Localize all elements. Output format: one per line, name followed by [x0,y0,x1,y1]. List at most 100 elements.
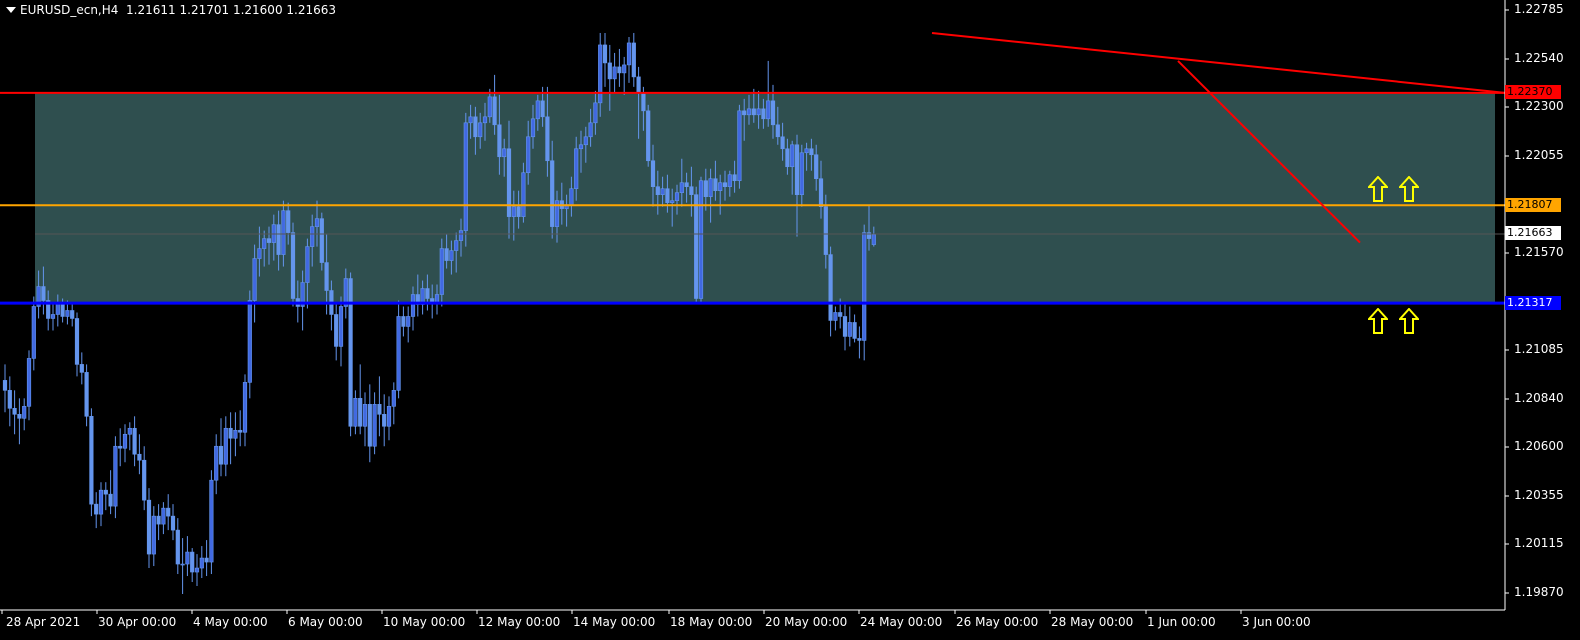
candle-body [814,154,819,180]
candle [175,518,180,575]
candle [238,410,243,447]
candle [2,364,8,413]
candle-body [401,316,406,327]
candle-body [588,122,593,138]
candle [593,90,598,135]
candle [521,162,526,223]
candle [94,492,99,529]
x-tick-label: 3 Jun 00:00 [1242,615,1311,629]
up-arrow-icon[interactable] [1368,176,1388,202]
candle-body [74,318,80,365]
candle-body [679,182,684,193]
candle [17,398,22,445]
candle-body [506,148,512,217]
candle [190,548,195,583]
candle [722,170,728,201]
candle-body [622,64,627,74]
candle [607,44,612,111]
candle [367,384,372,463]
candle [742,98,747,141]
candle-body [583,136,588,146]
candle-body [516,206,521,217]
candle [794,134,800,237]
trendline-lower[interactable] [1177,60,1361,244]
candle-body [242,382,248,433]
candle-body [468,116,473,124]
candle [290,222,296,307]
candle-body [698,180,704,299]
candle-body [535,100,540,120]
candle [199,546,204,579]
candle-body [646,110,651,162]
up-arrow-icon[interactable] [1368,308,1388,334]
x-tick-label: 24 May 00:00 [860,615,943,629]
y-tick-label: 1.20355 [1514,488,1564,502]
candle-body [348,278,353,427]
candle-body [233,429,238,439]
candle-body [684,182,689,187]
candle [708,168,713,223]
candle-body [607,62,612,80]
candle [84,364,89,427]
candle-body [574,148,579,189]
candle [70,302,75,327]
candle [252,244,257,323]
y-tick-label: 1.20600 [1514,439,1564,453]
candle [396,300,401,399]
candle-body [12,408,17,415]
candle [185,536,190,577]
x-tick-label: 30 Apr 00:00 [98,615,177,629]
candle [737,104,742,189]
trendline-upper[interactable] [931,31,1506,94]
candle-body [770,100,776,126]
up-arrow-icon[interactable] [1399,308,1419,334]
candle [74,312,80,377]
candle [209,470,214,575]
candle-body [847,322,852,337]
candle-body [655,186,660,195]
candle-body [545,116,550,162]
candle-body [818,178,824,207]
candle [823,194,828,269]
candle [866,204,872,251]
candle-body [31,306,36,359]
candle-body [473,116,478,138]
candle-body [194,567,200,573]
candle [118,428,123,467]
candle-body [838,312,843,317]
y-tick-label: 1.22540 [1514,51,1564,65]
candle [650,144,656,207]
candle-body [425,288,430,299]
candle [828,246,833,337]
candle-body [2,380,8,391]
candle [665,174,670,213]
dropdown-triangle-icon[interactable] [6,7,16,13]
candle [463,112,468,247]
candle [194,554,200,587]
candle [799,144,804,207]
candle-body [50,314,56,319]
ohlc-open: 1.21611 [126,3,176,17]
candle [22,398,27,431]
candle-body [521,172,526,217]
support-price-box: 1.21317 [1505,296,1561,310]
candle [41,266,46,315]
candle [703,168,708,211]
candle [266,226,272,265]
candle-body [300,282,305,307]
candle [406,306,411,343]
candle-body [862,232,867,341]
candle [36,270,41,319]
candle [46,290,51,331]
candle [305,238,310,309]
candle-body [799,152,804,195]
candle-body [372,404,377,447]
mid-level-price-box: 1.21807 [1505,198,1561,212]
resistance-price-box: 1.22370 [1505,85,1561,99]
candle [410,286,416,331]
candle-body [146,499,152,555]
candle-body [454,240,459,251]
candle [694,186,699,305]
up-arrow-icon[interactable] [1399,176,1419,202]
